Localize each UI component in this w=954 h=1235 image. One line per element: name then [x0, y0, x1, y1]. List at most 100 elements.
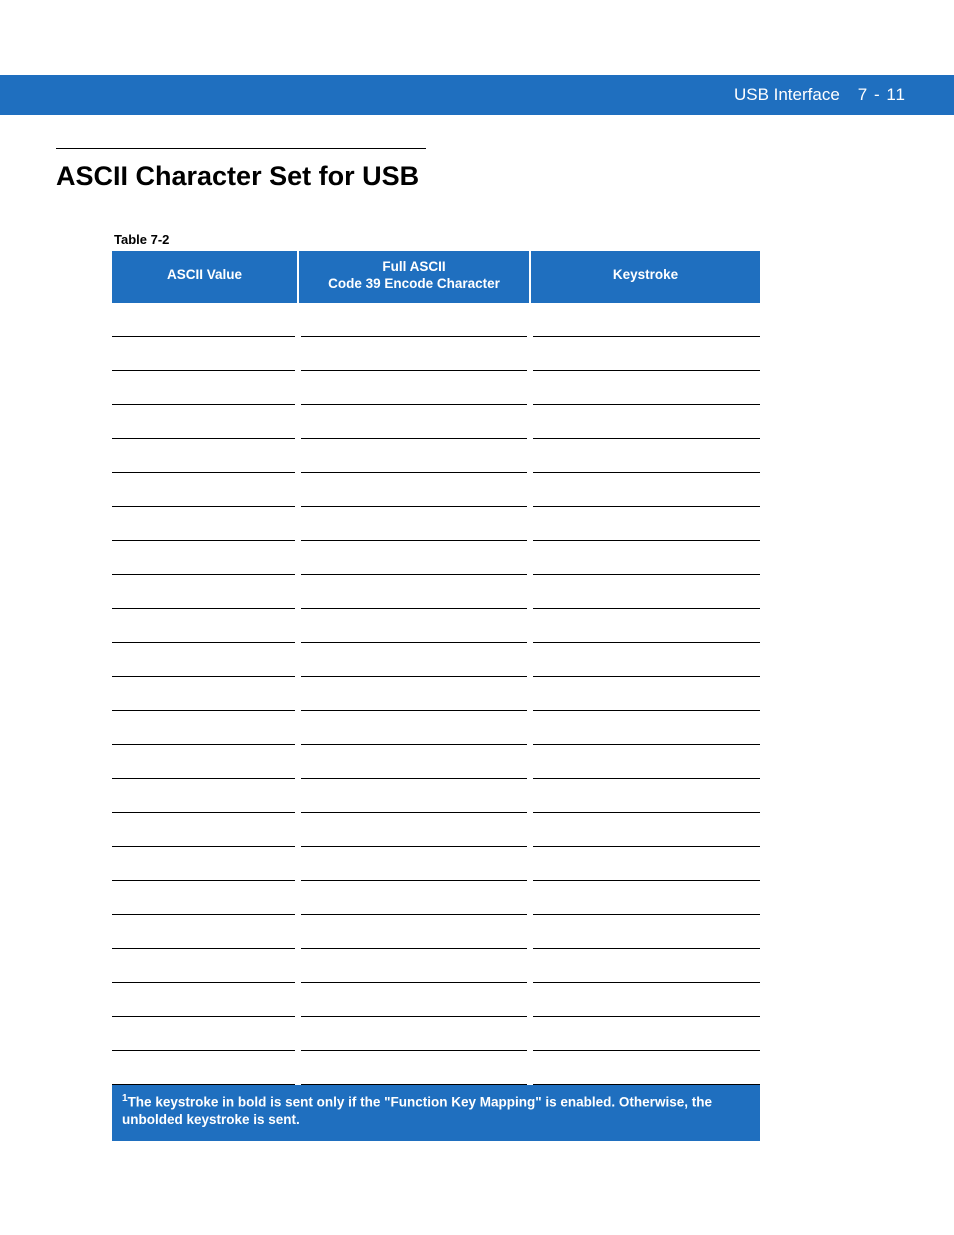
table-row — [112, 813, 760, 847]
table-cell — [298, 643, 530, 677]
table-cell — [112, 677, 298, 711]
table-row — [112, 745, 760, 779]
table-cell — [112, 881, 298, 915]
ascii-table: ASCII ValueFull ASCIICode 39 Encode Char… — [112, 251, 760, 1085]
table-row — [112, 983, 760, 1017]
table-row — [112, 915, 760, 949]
page-header-title: USB Interface — [734, 85, 840, 105]
table-cell — [112, 949, 298, 983]
table-cell — [530, 915, 760, 949]
table-row — [112, 711, 760, 745]
table-cell — [530, 949, 760, 983]
table-cell — [530, 541, 760, 575]
table-cell — [298, 813, 530, 847]
table-cell — [298, 405, 530, 439]
table-row — [112, 541, 760, 575]
ascii-table-head: ASCII ValueFull ASCIICode 39 Encode Char… — [112, 251, 760, 303]
table-cell — [298, 677, 530, 711]
page: USB Interface 7 - 11 ASCII Character Set… — [0, 0, 954, 1235]
table-cell — [112, 609, 298, 643]
table-cell — [530, 609, 760, 643]
table-cell — [530, 1017, 760, 1051]
footnote-text: The keystroke in bold is sent only if th… — [122, 1095, 712, 1127]
table-column-header: Full ASCIICode 39 Encode Character — [298, 251, 530, 303]
table-cell — [298, 1051, 530, 1085]
table-row — [112, 507, 760, 541]
table-cell — [298, 541, 530, 575]
table-cell — [298, 949, 530, 983]
table-row — [112, 303, 760, 337]
table-cell — [112, 983, 298, 1017]
table-cell — [298, 575, 530, 609]
table-cell — [112, 847, 298, 881]
table-cell — [112, 813, 298, 847]
table-cell — [112, 575, 298, 609]
section-rule — [56, 148, 426, 149]
table-cell — [298, 507, 530, 541]
table-row — [112, 337, 760, 371]
table-caption: Table 7-2 — [114, 232, 760, 247]
table-row — [112, 881, 760, 915]
table-row — [112, 949, 760, 983]
table-cell — [112, 745, 298, 779]
table-cell — [530, 677, 760, 711]
table-row — [112, 439, 760, 473]
table-column-header: Keystroke — [530, 251, 760, 303]
table-cell — [530, 745, 760, 779]
table-cell — [298, 473, 530, 507]
ascii-table-wrap: Table 7-2 ASCII ValueFull ASCIICode 39 E… — [112, 232, 760, 1141]
table-row — [112, 643, 760, 677]
table-cell — [298, 337, 530, 371]
table-cell — [530, 711, 760, 745]
table-cell — [530, 813, 760, 847]
table-cell — [298, 303, 530, 337]
table-cell — [112, 303, 298, 337]
table-cell — [112, 371, 298, 405]
table-cell — [112, 507, 298, 541]
table-cell — [530, 337, 760, 371]
table-row — [112, 847, 760, 881]
table-cell — [112, 915, 298, 949]
table-cell — [530, 847, 760, 881]
table-cell — [298, 779, 530, 813]
table-column-header: ASCII Value — [112, 251, 298, 303]
table-cell — [530, 473, 760, 507]
table-cell — [112, 405, 298, 439]
table-cell — [298, 609, 530, 643]
ascii-table-body — [112, 303, 760, 1085]
table-cell — [530, 439, 760, 473]
table-cell — [530, 507, 760, 541]
table-cell — [530, 983, 760, 1017]
table-cell — [112, 473, 298, 507]
table-row — [112, 609, 760, 643]
table-cell — [530, 575, 760, 609]
table-cell — [112, 439, 298, 473]
table-cell — [112, 643, 298, 677]
page-content: ASCII Character Set for USB Table 7-2 AS… — [56, 148, 898, 1141]
table-cell — [530, 643, 760, 677]
table-cell — [530, 1051, 760, 1085]
table-cell — [298, 745, 530, 779]
table-row — [112, 473, 760, 507]
table-cell — [530, 303, 760, 337]
table-cell — [112, 337, 298, 371]
table-row — [112, 575, 760, 609]
ascii-table-head-row: ASCII ValueFull ASCIICode 39 Encode Char… — [112, 251, 760, 303]
table-cell — [112, 779, 298, 813]
table-cell — [112, 1051, 298, 1085]
table-cell — [298, 915, 530, 949]
table-cell — [530, 779, 760, 813]
table-cell — [112, 541, 298, 575]
table-cell — [298, 439, 530, 473]
table-cell — [298, 1017, 530, 1051]
page-header-number: 7 - 11 — [858, 85, 906, 105]
page-header-band: USB Interface 7 - 11 — [0, 75, 954, 115]
table-cell — [530, 371, 760, 405]
table-row — [112, 677, 760, 711]
section-title: ASCII Character Set for USB — [56, 161, 898, 192]
table-row — [112, 371, 760, 405]
table-row — [112, 1051, 760, 1085]
table-cell — [112, 1017, 298, 1051]
table-row — [112, 405, 760, 439]
table-row — [112, 779, 760, 813]
